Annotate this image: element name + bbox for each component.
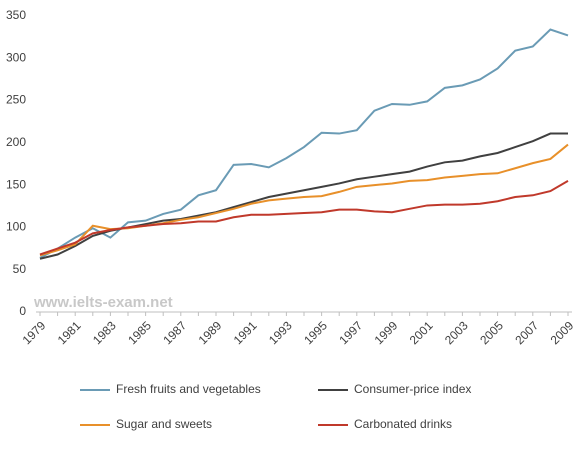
y-tick-label: 100 — [6, 220, 26, 234]
x-tick-label: 1981 — [55, 318, 84, 347]
watermark: www.ielts-exam.net — [33, 294, 173, 311]
y-tick-label: 50 — [13, 262, 27, 276]
x-tick-label: 1997 — [336, 318, 365, 347]
y-tick-label: 250 — [6, 93, 26, 107]
x-tick-label: 2003 — [442, 318, 471, 347]
legend-label: Consumer-price index — [354, 382, 471, 396]
y-tick-label: 200 — [6, 135, 26, 149]
legend-label: Sugar and sweets — [116, 417, 212, 431]
x-tick-label: 1999 — [372, 318, 401, 347]
y-tick-label: 150 — [6, 177, 26, 191]
x-tick-label: 1991 — [231, 318, 260, 347]
x-tick-label: 2005 — [477, 318, 506, 347]
x-tick-label: 1995 — [301, 318, 330, 347]
x-tick-label: 2001 — [407, 318, 436, 347]
line-series — [39, 180, 569, 256]
y-tick-label: 350 — [6, 8, 26, 22]
x-tick-label: 1987 — [160, 318, 189, 347]
x-tick-label: 1993 — [266, 318, 295, 347]
legend-label: Fresh fruits and vegetables — [116, 382, 261, 396]
y-tick-label: 300 — [6, 50, 26, 64]
y-tick-label: 0 — [19, 304, 26, 318]
x-tick-label: 2007 — [512, 318, 541, 347]
x-tick-label: 1979 — [20, 318, 49, 347]
x-tick-label: 1989 — [196, 318, 225, 347]
legend-label: Carbonated drinks — [354, 417, 452, 431]
x-tick-label: 1985 — [125, 318, 154, 347]
x-tick-label: 1983 — [90, 318, 119, 347]
x-tick-label: 2009 — [548, 318, 577, 347]
line-series — [39, 28, 569, 259]
line-series — [39, 143, 569, 257]
